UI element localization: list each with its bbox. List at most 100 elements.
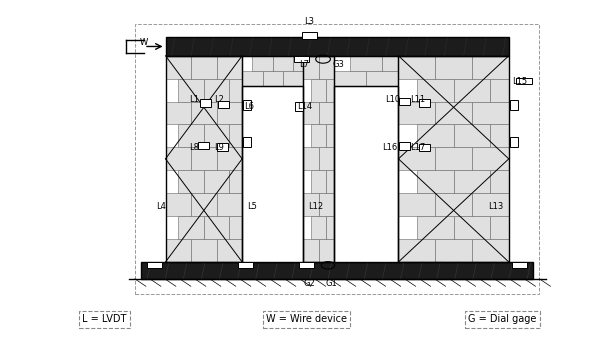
Bar [294,56,309,62]
Bar [191,239,216,262]
Bar [311,79,327,102]
Text: L11: L11 [411,95,425,104]
Bar [216,56,242,79]
Bar [178,170,204,193]
Bar [253,56,273,71]
Bar [454,79,490,102]
Bar [326,170,334,193]
Bar [191,193,216,216]
Bar [243,100,251,110]
Bar [417,170,454,193]
Bar [367,71,398,86]
Bar [454,216,490,239]
Text: G3: G3 [332,61,345,69]
Bar [216,193,242,216]
Bar [398,193,435,216]
Bar [319,193,334,216]
Bar [311,216,327,239]
Text: L5: L5 [247,202,257,211]
Bar [319,56,334,79]
Bar [204,170,229,193]
Bar [510,100,517,110]
Bar [435,239,472,262]
Bar [242,71,262,86]
Bar [490,79,509,102]
Bar [398,56,435,79]
Bar [398,102,435,124]
Text: G2: G2 [303,280,316,288]
Bar [303,56,319,79]
Text: L16: L16 [383,143,397,151]
Bar [319,239,334,262]
Bar [435,193,472,216]
Text: L6: L6 [244,102,254,111]
Bar [490,216,509,239]
Bar [229,216,242,239]
Text: W = Wire device: W = Wire device [266,314,347,324]
Bar [166,56,191,79]
Text: W: W [140,38,148,47]
Bar [326,79,334,102]
Bar [454,124,490,147]
Bar [334,86,398,262]
Text: L9: L9 [214,143,224,151]
Bar [435,147,472,170]
Bar [191,102,216,124]
Text: L3: L3 [305,18,314,26]
Bar [398,56,509,262]
Text: L8: L8 [189,143,199,151]
Bar [238,262,253,268]
Bar [516,78,532,84]
Bar [166,102,191,124]
Bar [398,239,435,262]
Bar [417,216,454,239]
Bar [334,56,398,86]
Bar [435,102,472,124]
Bar [204,79,229,102]
Bar [243,137,251,147]
Bar [512,262,528,268]
Bar [293,56,303,71]
Bar [262,71,283,86]
Bar [419,144,430,151]
Bar [191,147,216,170]
Bar [472,193,509,216]
Bar [311,170,327,193]
Bar [166,193,191,216]
Bar [490,124,509,147]
Bar [303,239,319,262]
Bar [435,56,472,79]
Bar [229,124,242,147]
Bar [198,142,209,149]
Bar [178,124,204,147]
Bar [472,147,509,170]
Bar [166,56,242,262]
Text: L15: L15 [512,77,527,86]
Bar [166,239,191,262]
Bar [417,79,454,102]
Bar [135,24,539,294]
Bar [303,102,319,124]
Bar [283,71,303,86]
Bar [326,124,334,147]
Bar [141,262,533,279]
Bar [472,102,509,124]
Bar [303,147,319,170]
Bar [178,216,204,239]
Text: L2: L2 [214,95,224,104]
Bar [216,147,242,170]
Bar [398,147,435,170]
Bar [350,56,383,71]
Bar [242,86,303,262]
Bar [334,71,367,86]
Text: L10: L10 [385,95,400,104]
Bar [147,262,162,268]
Bar [216,102,242,124]
Bar [417,124,454,147]
Bar [510,137,517,147]
Bar [399,142,410,150]
Bar [178,79,204,102]
Bar [303,193,319,216]
Text: L1: L1 [189,95,199,104]
Bar [242,56,303,86]
